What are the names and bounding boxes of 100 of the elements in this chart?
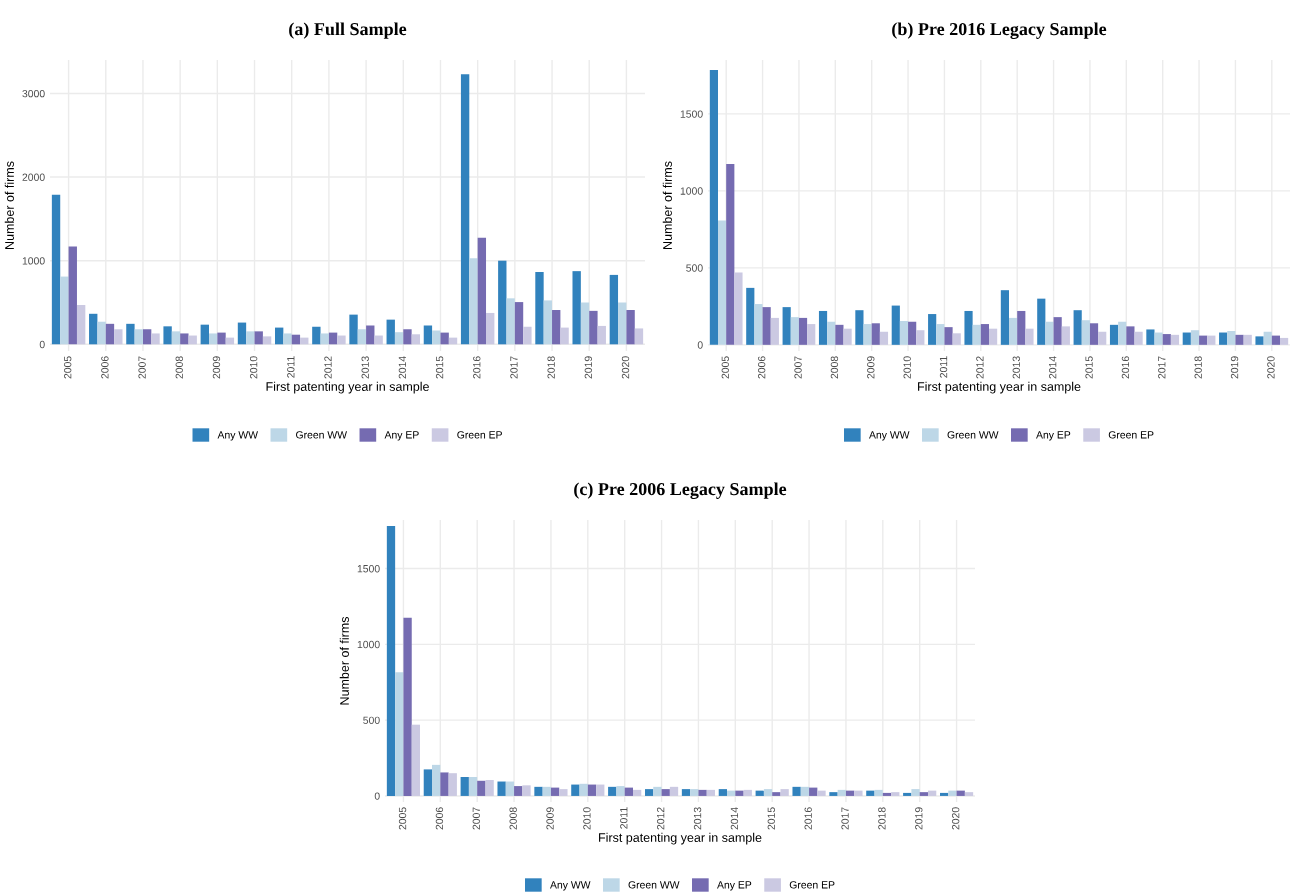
bar: [180, 333, 189, 345]
bar: [829, 792, 838, 796]
bar: [1053, 317, 1062, 345]
bar: [681, 789, 691, 796]
bar: [809, 787, 818, 796]
bar: [835, 324, 844, 345]
bar: [734, 272, 743, 345]
x-tick-label: 2012: [324, 356, 332, 379]
x-tick-label: 2017: [510, 356, 518, 379]
bar: [163, 326, 172, 345]
bar: [919, 792, 928, 796]
bar: [874, 789, 883, 796]
bar: [134, 329, 143, 345]
bar: [866, 790, 875, 796]
bar: [497, 781, 506, 796]
legend-label: Green WW: [947, 431, 999, 439]
bar: [535, 271, 544, 345]
x-tick-label: 2006: [101, 356, 109, 379]
x-tick-label: 2020: [621, 356, 630, 379]
bar: [891, 792, 900, 796]
x-tick-label: 2009: [212, 356, 221, 379]
x-tick-label: 2012: [976, 356, 984, 379]
bar: [798, 317, 808, 345]
bar: [349, 314, 358, 345]
bar: [76, 305, 86, 345]
bar: [357, 329, 367, 345]
bar: [571, 784, 580, 796]
bar: [237, 322, 247, 345]
bar: [142, 329, 152, 345]
chart-title: (b) Pre 2016 Legacy Sample: [892, 22, 1107, 39]
x-tick-label: 2008: [175, 356, 183, 379]
x-tick-label: 2013: [361, 356, 369, 379]
bar: [609, 274, 619, 345]
y-tick-label: 1000: [22, 257, 45, 265]
bar: [51, 194, 61, 345]
x-tick-label: 2011: [287, 356, 295, 378]
bar: [505, 781, 515, 796]
bar: [1126, 326, 1135, 345]
bar: [843, 328, 852, 345]
bar: [855, 310, 864, 345]
bar: [928, 314, 937, 345]
bar: [432, 330, 441, 345]
bar: [1190, 330, 1200, 345]
bar: [743, 789, 752, 796]
bar: [782, 307, 791, 345]
bar: [274, 327, 284, 345]
bar: [911, 789, 920, 796]
bar: [755, 790, 764, 796]
bar: [440, 332, 449, 345]
bar: [1009, 317, 1018, 345]
bar: [763, 789, 773, 796]
bar: [477, 237, 487, 345]
x-tick-label: 2011: [620, 807, 628, 829]
y-tick-label: 500: [363, 716, 380, 725]
x-tick-label: 2007: [472, 807, 480, 830]
bar: [632, 789, 642, 796]
bar: [411, 724, 421, 796]
bar: [572, 271, 581, 345]
bar: [1017, 310, 1026, 345]
bar: [952, 333, 961, 345]
x-tick-label: 2019: [915, 807, 923, 830]
bar: [863, 324, 872, 345]
legend-label: Any EP: [384, 431, 419, 441]
bar: [97, 321, 106, 345]
legend-label: Any WW: [550, 881, 591, 891]
bar: [845, 790, 855, 796]
bar: [1182, 332, 1191, 345]
bar: [514, 302, 524, 345]
bar: [624, 787, 633, 796]
bar: [468, 776, 478, 796]
bar: [386, 526, 396, 796]
bar: [936, 324, 945, 345]
bar: [423, 325, 433, 345]
x-tick-label: 2018: [878, 807, 886, 830]
legend-label: Green EP: [1108, 431, 1154, 439]
bar: [395, 672, 404, 796]
x-tick-label: 2010: [583, 807, 591, 830]
bar: [854, 790, 863, 796]
bar: [698, 789, 707, 796]
bar: [523, 326, 532, 345]
y-axis-title: Number of firms: [339, 617, 349, 705]
bar: [254, 331, 263, 345]
bar: [394, 332, 404, 345]
x-tick-label: 2014: [730, 807, 739, 830]
bar: [1162, 334, 1171, 345]
y-tick-label: 0: [39, 340, 45, 349]
bar: [780, 789, 789, 796]
y-tick-label: 2000: [22, 173, 45, 181]
bar: [1025, 328, 1034, 345]
x-tick-label: 2011: [939, 356, 948, 378]
bar: [891, 305, 900, 345]
bar: [460, 776, 469, 796]
bar: [964, 792, 974, 796]
chart-title: (a) Full Sample: [289, 22, 407, 39]
bar: [1134, 331, 1143, 345]
bar: [927, 790, 937, 796]
y-tick-label: 500: [686, 264, 703, 272]
bar: [596, 784, 605, 796]
bar: [770, 317, 779, 345]
chart-title: (c) Pre 2006 Legacy Sample: [574, 482, 787, 499]
